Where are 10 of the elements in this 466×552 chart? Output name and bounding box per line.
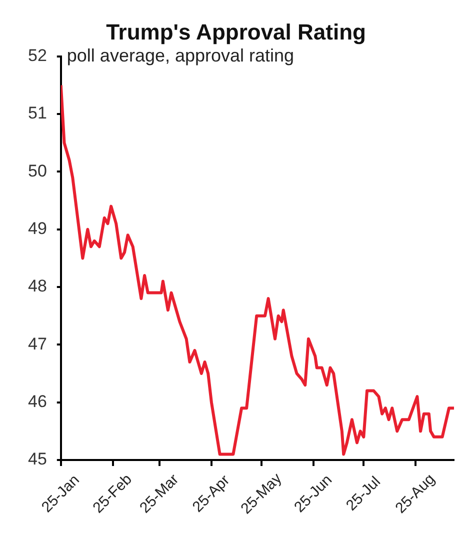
chart-title: Trump's Approval Rating — [106, 19, 366, 44]
y-tick-label: 48 — [28, 276, 47, 296]
chart-subtitle: poll average, approval rating — [66, 45, 294, 66]
y-tick-label: 50 — [28, 161, 47, 180]
y-tick-label: 45 — [28, 450, 47, 469]
y-tick-label: 47 — [28, 334, 47, 354]
y-tick-label: 52 — [28, 46, 47, 66]
y-tick-label: 46 — [28, 392, 47, 412]
y-tick-label: 51 — [28, 104, 47, 123]
y-tick-label: 49 — [28, 219, 47, 238]
